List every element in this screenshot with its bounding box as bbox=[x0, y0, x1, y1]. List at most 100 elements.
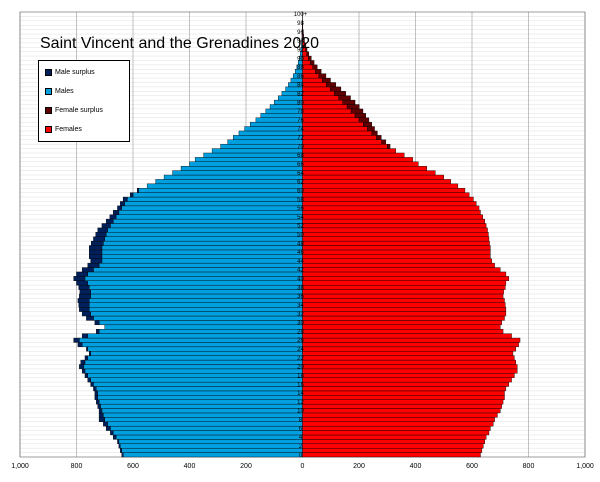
bar-male bbox=[97, 390, 303, 396]
bar-male-surplus bbox=[81, 333, 89, 339]
bar-female bbox=[302, 284, 506, 290]
bar-female bbox=[302, 320, 502, 326]
bar-female bbox=[302, 205, 480, 211]
age-tick-label: 16 bbox=[297, 382, 304, 388]
bar-male bbox=[79, 337, 303, 343]
bar-male bbox=[146, 183, 303, 189]
bar-male-surplus bbox=[105, 425, 111, 431]
bar-female bbox=[302, 346, 516, 352]
age-tick-label: 86 bbox=[297, 74, 304, 80]
age-tick-label: 60 bbox=[297, 188, 304, 194]
bar-female bbox=[302, 315, 505, 321]
bar-female bbox=[302, 227, 488, 233]
x-tick-label: 800 bbox=[71, 463, 83, 470]
bar-female bbox=[302, 86, 331, 92]
bar-male bbox=[98, 329, 303, 334]
bar-female bbox=[302, 157, 413, 163]
legend-label-female-surplus: Female surplus bbox=[55, 107, 103, 114]
bar-male bbox=[96, 386, 303, 392]
bar-male-surplus bbox=[95, 232, 107, 237]
bar-female-surplus bbox=[346, 104, 360, 110]
bar-male bbox=[155, 179, 303, 185]
bar-male bbox=[87, 271, 303, 277]
bar-male-surplus bbox=[109, 214, 117, 220]
bar-female bbox=[302, 399, 504, 405]
bar-male-surplus bbox=[94, 390, 98, 396]
bar-male bbox=[87, 373, 303, 378]
bar-male bbox=[87, 280, 303, 286]
age-tick-label: 64 bbox=[297, 171, 304, 177]
bar-male-surplus bbox=[90, 258, 103, 264]
bar-male bbox=[98, 320, 303, 326]
age-tick-label: 12 bbox=[297, 400, 304, 406]
x-tick-label: 0 bbox=[301, 463, 305, 470]
age-tick-label: 58 bbox=[297, 197, 304, 203]
bar-female bbox=[302, 390, 505, 396]
bar-male bbox=[107, 421, 303, 427]
bar-female bbox=[302, 417, 495, 422]
age-tick-label: 72 bbox=[297, 136, 304, 142]
bar-male-surplus bbox=[105, 218, 114, 224]
bar-male bbox=[103, 412, 303, 418]
bar-female bbox=[302, 139, 382, 145]
bar-male bbox=[189, 161, 303, 167]
bar-female bbox=[302, 351, 514, 356]
bar-male-surplus bbox=[94, 395, 98, 400]
age-tick-label: 30 bbox=[297, 321, 304, 327]
bar-male bbox=[89, 284, 303, 290]
bar-female bbox=[302, 64, 313, 70]
x-tick-label: 1,000 bbox=[576, 463, 594, 470]
bar-male-surplus bbox=[121, 452, 124, 458]
bar-male bbox=[250, 121, 303, 127]
bar-female bbox=[302, 113, 356, 118]
bar-female bbox=[302, 337, 521, 343]
bar-female bbox=[302, 439, 485, 444]
bar-male bbox=[87, 346, 303, 352]
bar-female-surplus bbox=[306, 51, 309, 57]
bar-female-surplus bbox=[329, 86, 342, 92]
age-tick-label: 6 bbox=[299, 426, 303, 432]
bar-male-surplus bbox=[78, 302, 90, 308]
bar-male bbox=[120, 443, 303, 449]
bar-male bbox=[238, 130, 303, 136]
age-tick-label: 22 bbox=[297, 356, 304, 362]
age-tick-label: 96 bbox=[297, 30, 304, 36]
bar-female bbox=[302, 130, 372, 136]
age-tick-label: 8 bbox=[299, 418, 303, 424]
bar-female bbox=[302, 403, 502, 409]
bar-female bbox=[302, 143, 388, 149]
bar-female bbox=[302, 95, 339, 101]
bar-female bbox=[302, 425, 491, 431]
bar-female bbox=[302, 218, 485, 224]
bar-female-surplus bbox=[371, 130, 378, 136]
bar-female bbox=[302, 289, 504, 295]
bar-male-surplus bbox=[84, 373, 88, 378]
bar-female bbox=[302, 258, 492, 264]
bar-male bbox=[110, 425, 303, 431]
bar-male bbox=[138, 188, 303, 193]
bar-female bbox=[302, 447, 483, 453]
age-tick-label: 76 bbox=[297, 118, 304, 124]
bar-female bbox=[302, 82, 327, 88]
bar-male bbox=[227, 139, 303, 145]
bar-female bbox=[302, 421, 494, 427]
bar-female bbox=[302, 192, 470, 198]
bar-male-surplus bbox=[96, 329, 100, 334]
age-tick-label: 18 bbox=[297, 373, 304, 379]
bar-male-surplus bbox=[101, 223, 111, 229]
bar-female bbox=[302, 249, 491, 255]
bar-male bbox=[101, 254, 303, 259]
bar-female bbox=[302, 271, 507, 277]
bar-female bbox=[302, 135, 377, 140]
bar-female bbox=[302, 245, 491, 251]
age-tick-label: 68 bbox=[297, 153, 304, 159]
bar-female bbox=[302, 254, 491, 259]
age-tick-label: 94 bbox=[297, 39, 304, 45]
bar-female bbox=[302, 196, 474, 202]
bar-male-surplus bbox=[81, 267, 94, 273]
bar-female-surplus bbox=[376, 135, 382, 140]
bar-male-surplus bbox=[80, 359, 86, 365]
age-tick-label: 98 bbox=[297, 21, 304, 27]
bar-male bbox=[98, 399, 303, 405]
